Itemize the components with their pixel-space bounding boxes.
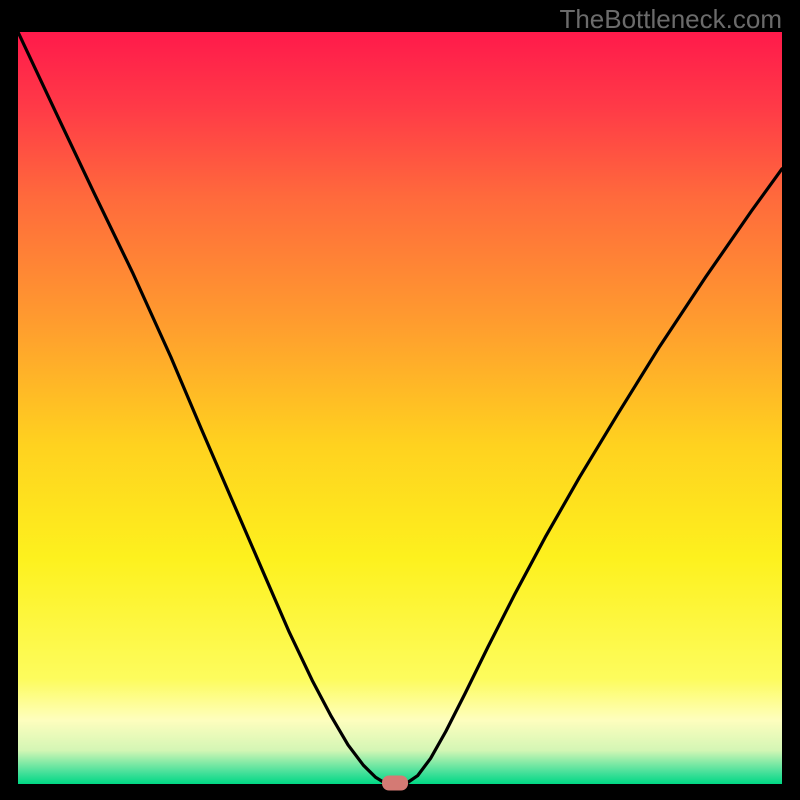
gradient-plot-area <box>18 32 782 784</box>
chart-svg <box>0 0 800 800</box>
chart-container: TheBottleneck.com <box>0 0 800 800</box>
watermark-text: TheBottleneck.com <box>559 4 782 35</box>
optimum-marker <box>382 776 408 791</box>
